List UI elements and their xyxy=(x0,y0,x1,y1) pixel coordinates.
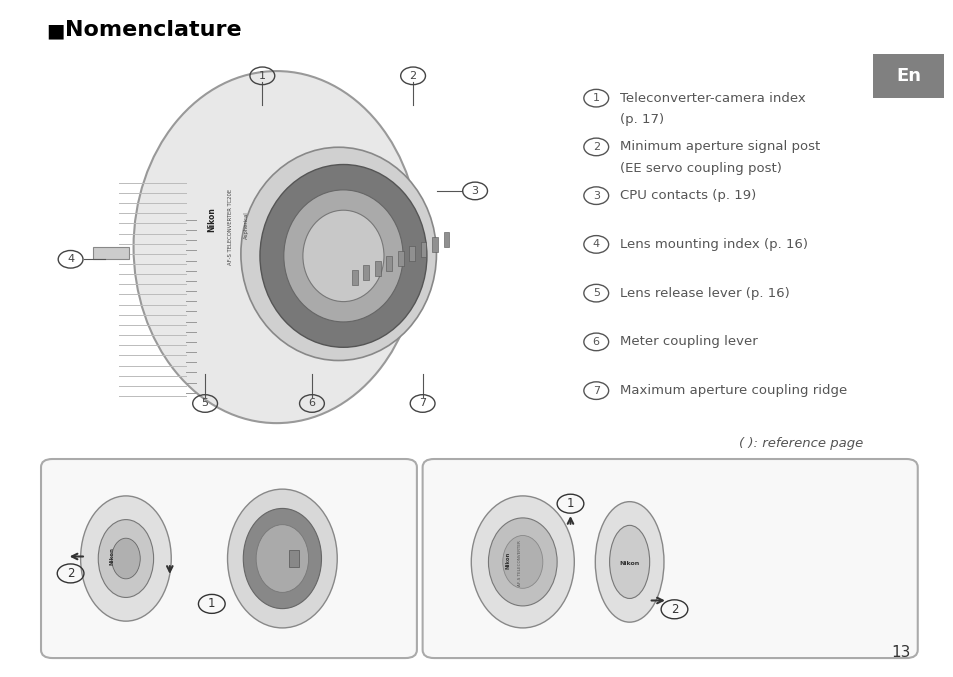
Text: (p. 17): (p. 17) xyxy=(619,113,663,127)
Text: 6: 6 xyxy=(592,337,599,347)
Bar xyxy=(352,270,357,285)
Text: 2: 2 xyxy=(592,142,599,152)
Text: (EE servo coupling post): (EE servo coupling post) xyxy=(619,162,781,175)
Text: Nikon: Nikon xyxy=(207,208,216,232)
Text: 5: 5 xyxy=(592,288,599,298)
Bar xyxy=(363,265,369,280)
Ellipse shape xyxy=(240,147,436,360)
Text: 13: 13 xyxy=(891,645,910,660)
Bar xyxy=(432,237,437,252)
Bar xyxy=(443,232,449,247)
Text: Meter coupling lever: Meter coupling lever xyxy=(619,335,757,349)
Text: Nomenclature: Nomenclature xyxy=(65,20,241,41)
Text: Lens mounting index (p. 16): Lens mounting index (p. 16) xyxy=(619,238,807,251)
Text: 7: 7 xyxy=(418,399,426,408)
Ellipse shape xyxy=(502,536,542,588)
Ellipse shape xyxy=(302,210,383,302)
Text: CPU contacts (p. 19): CPU contacts (p. 19) xyxy=(619,189,756,202)
Text: 1: 1 xyxy=(592,93,599,103)
FancyBboxPatch shape xyxy=(41,459,416,658)
Text: 5: 5 xyxy=(201,399,209,408)
Ellipse shape xyxy=(595,502,663,622)
Text: 4: 4 xyxy=(592,240,599,249)
Text: Lens release lever (p. 16): Lens release lever (p. 16) xyxy=(619,286,789,300)
Text: ■: ■ xyxy=(46,21,64,40)
Text: Minimum aperture signal post: Minimum aperture signal post xyxy=(619,140,820,154)
Text: Teleconverter-camera index: Teleconverter-camera index xyxy=(619,91,805,105)
Ellipse shape xyxy=(283,190,402,322)
Bar xyxy=(289,550,298,567)
Ellipse shape xyxy=(243,508,321,609)
Ellipse shape xyxy=(81,496,172,621)
Text: Nikon: Nikon xyxy=(109,548,114,565)
Text: En: En xyxy=(895,67,921,85)
Text: AF-S TELECONVERTER TC20E: AF-S TELECONVERTER TC20E xyxy=(228,189,233,265)
Text: 2: 2 xyxy=(670,603,678,616)
Ellipse shape xyxy=(255,525,309,592)
Bar xyxy=(92,247,129,259)
Ellipse shape xyxy=(112,538,140,579)
Bar xyxy=(420,242,426,257)
FancyBboxPatch shape xyxy=(872,54,943,98)
Text: Aspherical: Aspherical xyxy=(243,211,249,238)
Text: ( ): reference page: ( ): reference page xyxy=(739,437,862,450)
Ellipse shape xyxy=(227,489,337,628)
Ellipse shape xyxy=(259,165,426,347)
Text: 3: 3 xyxy=(592,191,599,200)
Text: 1: 1 xyxy=(208,597,215,611)
Text: Nikon: Nikon xyxy=(618,561,639,566)
Ellipse shape xyxy=(488,518,557,606)
Bar xyxy=(386,256,392,271)
Text: 7: 7 xyxy=(592,386,599,395)
Text: AF-S TELECONVERTER: AF-S TELECONVERTER xyxy=(517,540,521,586)
Ellipse shape xyxy=(98,520,153,598)
Ellipse shape xyxy=(471,496,574,628)
Text: 1: 1 xyxy=(258,71,266,81)
Ellipse shape xyxy=(133,71,419,423)
Text: 6: 6 xyxy=(308,399,315,408)
Text: 2: 2 xyxy=(67,567,74,580)
Text: 4: 4 xyxy=(67,255,74,264)
Bar xyxy=(375,261,380,276)
Ellipse shape xyxy=(609,525,649,598)
Bar xyxy=(397,251,403,266)
Text: 1: 1 xyxy=(566,497,574,510)
Bar xyxy=(409,246,415,261)
Text: 3: 3 xyxy=(471,186,478,196)
Text: Nikon: Nikon xyxy=(504,551,510,569)
FancyBboxPatch shape xyxy=(422,459,917,658)
Text: 2: 2 xyxy=(409,71,416,81)
Text: Maximum aperture coupling ridge: Maximum aperture coupling ridge xyxy=(619,384,846,397)
